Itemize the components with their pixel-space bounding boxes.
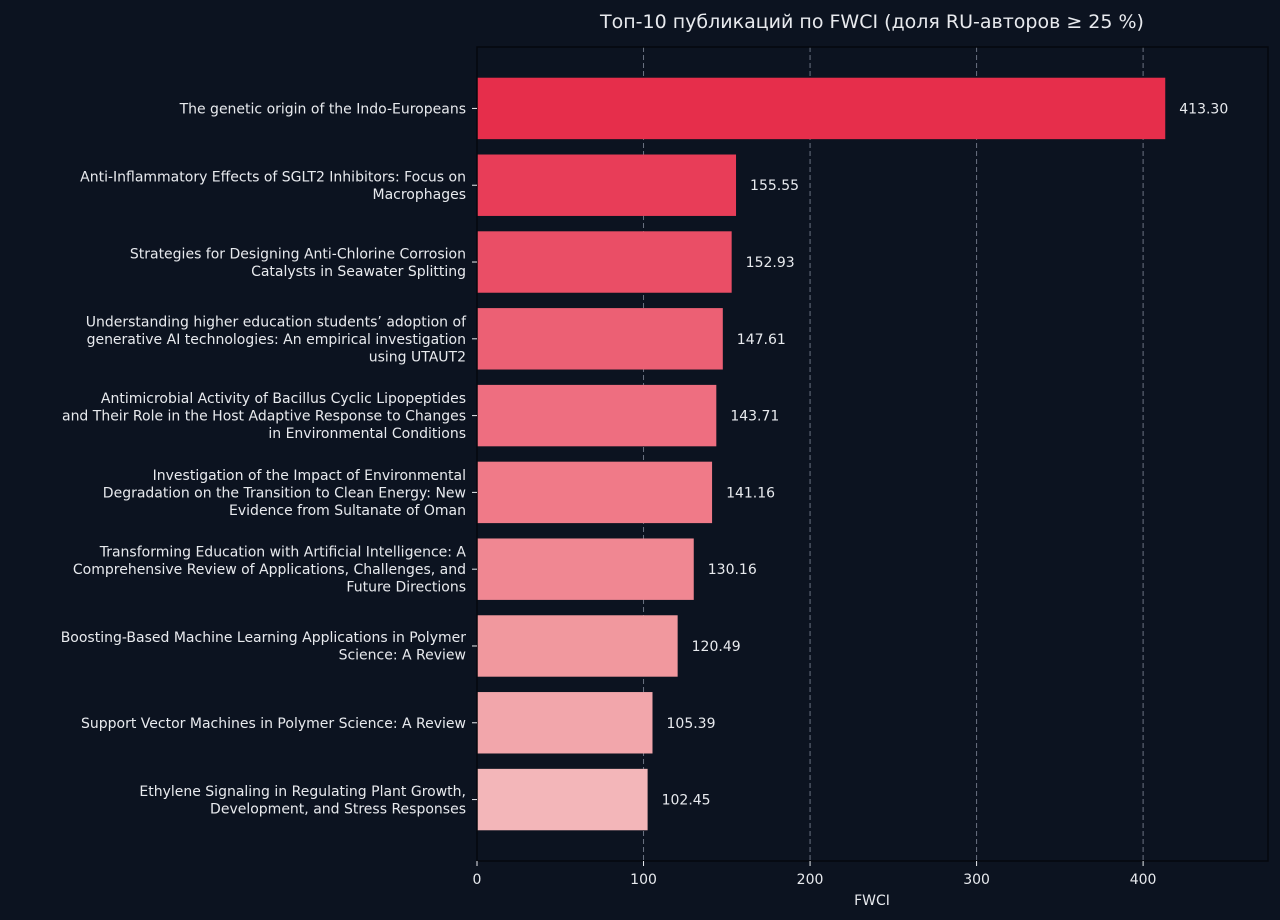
value-labels: 413.30 155.55 152.93 147.61 143.71 141.16 130.… xyxy=(662,101,1229,808)
category-label-line: Understanding higher education students’… xyxy=(86,314,467,330)
x-axis: 0 100 200 300 400 xyxy=(473,861,1157,888)
category-label-line: Support Vector Machines in Polymer Scien… xyxy=(81,716,466,732)
bar xyxy=(477,231,732,293)
axes-frame xyxy=(476,46,1269,862)
x-tick-label: 100 xyxy=(630,872,657,888)
bar xyxy=(477,692,653,754)
bar xyxy=(477,768,648,831)
value-label: 130.16 xyxy=(708,562,757,578)
category-label-line: Science: A Review xyxy=(339,648,466,664)
category-label-line: Macrophages xyxy=(372,187,466,203)
value-label: 152.93 xyxy=(746,255,795,271)
bar xyxy=(477,308,723,370)
category-label: The genetic origin of the Indo-Europeans xyxy=(179,101,466,117)
category-label-line: Antimicrobial Activity of Bacillus Cycli… xyxy=(101,391,466,407)
category-label: Understanding higher education students’… xyxy=(86,314,467,365)
category-label: Support Vector Machines in Polymer Scien… xyxy=(81,716,466,732)
value-label: 102.45 xyxy=(662,793,711,809)
value-label: 105.39 xyxy=(667,716,716,732)
category-label-line: in Environmental Conditions xyxy=(268,426,466,442)
value-label: 147.61 xyxy=(737,332,786,348)
category-label-line: and Their Role in the Host Adaptive Resp… xyxy=(62,409,466,425)
x-tick-label: 200 xyxy=(797,872,824,888)
value-label: 141.16 xyxy=(726,485,775,501)
value-label: 120.49 xyxy=(692,639,741,655)
category-label: Transforming Education with Artificial I… xyxy=(73,545,467,596)
bar xyxy=(477,154,737,216)
bar xyxy=(477,77,1166,140)
category-label: Boosting-Based Machine Learning Applicat… xyxy=(61,630,467,664)
category-label-line: Degradation on the Transition to Clean E… xyxy=(103,485,466,501)
bar xyxy=(477,461,713,524)
chart-title: Топ-10 публикаций по FWCI (доля RU-автор… xyxy=(599,11,1144,33)
value-label: 413.30 xyxy=(1179,101,1228,117)
x-tick-label: 0 xyxy=(473,872,482,888)
value-label: 143.71 xyxy=(730,409,779,425)
bar xyxy=(477,384,717,447)
category-label: Ethylene Signaling in Regulating Plant G… xyxy=(139,784,466,818)
category-label-line: Investigation of the Impact of Environme… xyxy=(153,468,466,484)
category-label-line: Anti-Inflammatory Effects of SGLT2 Inhib… xyxy=(80,169,466,185)
bars xyxy=(477,77,1166,831)
category-label-line: Development, and Stress Responses xyxy=(210,801,466,817)
category-label-line: using UTAUT2 xyxy=(369,349,466,365)
category-label-line: Transforming Education with Artificial I… xyxy=(99,545,467,561)
category-label: Antimicrobial Activity of Bacillus Cycli… xyxy=(62,391,466,442)
category-label-line: Future Directions xyxy=(346,580,466,596)
category-label-line: Catalysts in Seawater Splitting xyxy=(251,264,466,280)
x-tick-label: 400 xyxy=(1130,872,1157,888)
category-label-line: Evidence from Sultanate of Oman xyxy=(229,503,466,519)
bar xyxy=(477,615,678,677)
y-axis: The genetic origin of the Indo-Europeans… xyxy=(61,101,477,817)
bar xyxy=(477,538,694,600)
category-label-line: Comprehensive Review of Applications, Ch… xyxy=(73,562,466,578)
category-label: Investigation of the Impact of Environme… xyxy=(103,468,466,519)
category-label-line: Ethylene Signaling in Regulating Plant G… xyxy=(139,784,466,800)
x-tick-label: 300 xyxy=(963,872,990,888)
x-axis-label: FWCI xyxy=(854,893,890,909)
category-label-line: The genetic origin of the Indo-Europeans xyxy=(179,101,466,117)
category-label: Strategies for Designing Anti-Chlorine C… xyxy=(130,246,466,280)
value-label: 155.55 xyxy=(750,178,799,194)
category-label-line: Boosting-Based Machine Learning Applicat… xyxy=(61,630,467,646)
category-label-line: generative AI technologies: An empirical… xyxy=(87,332,466,348)
category-label: Anti-Inflammatory Effects of SGLT2 Inhib… xyxy=(80,169,466,203)
category-label-line: Strategies for Designing Anti-Chlorine C… xyxy=(130,246,466,262)
